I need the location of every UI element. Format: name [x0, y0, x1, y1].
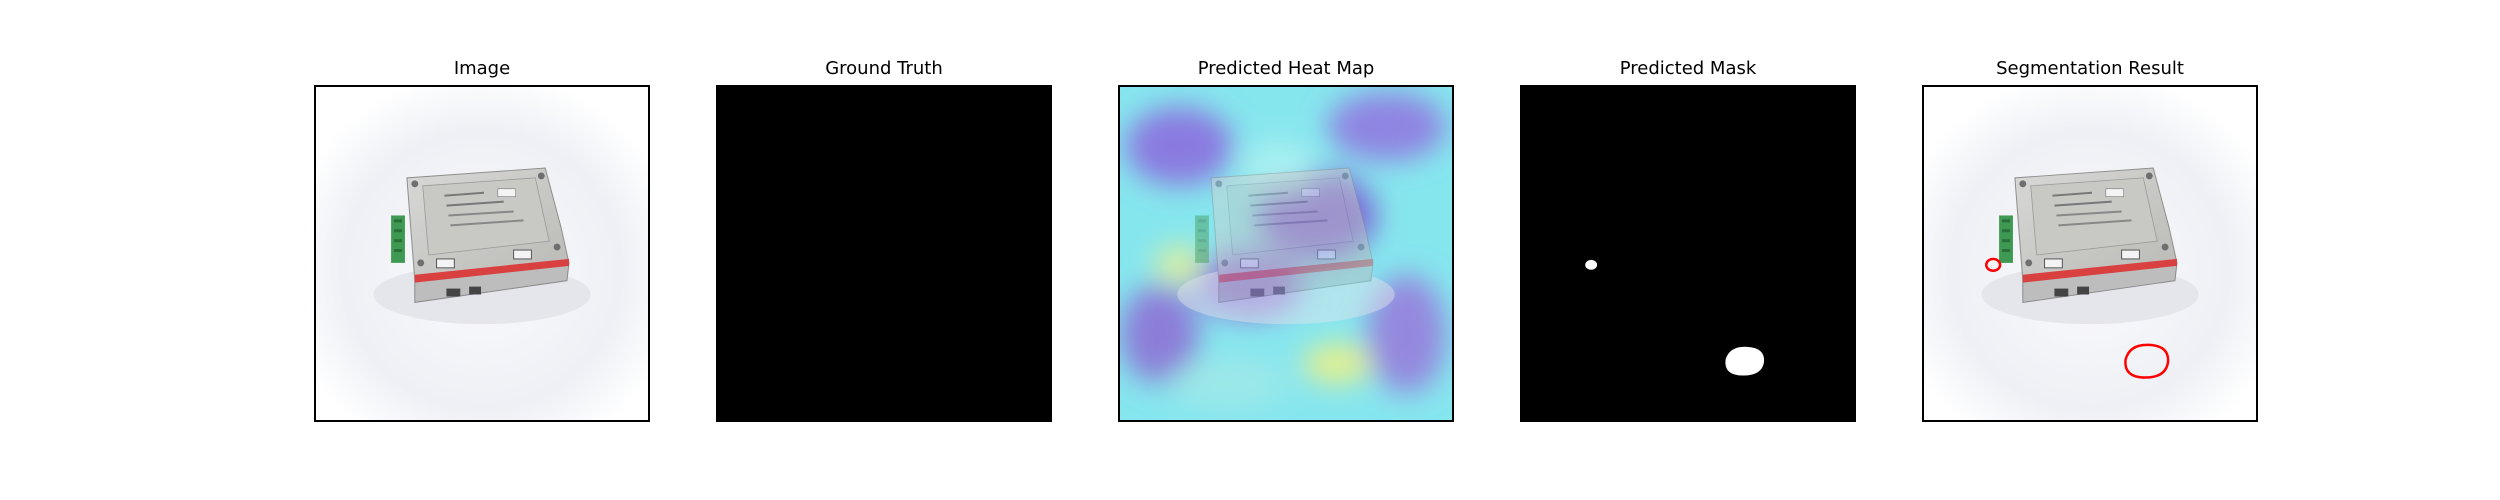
panel-predicted-mask	[1520, 85, 1856, 422]
segmentation-result	[1924, 87, 2256, 420]
panel-title-image: Image	[453, 58, 511, 79]
panel-title-ground-truth: Ground Truth	[825, 58, 943, 79]
image-photo	[316, 87, 648, 420]
panel-heat-map	[1118, 85, 1454, 422]
heat-map-overlay	[1120, 87, 1452, 420]
ground-truth-mask	[718, 87, 1050, 420]
panel-ground-truth	[716, 85, 1052, 422]
predicted-mask	[1522, 87, 1854, 420]
panel-title-heat-map: Predicted Heat Map	[1197, 58, 1375, 79]
panel-segmentation-result	[1922, 85, 2258, 422]
panel-image	[314, 85, 650, 422]
panel-title-predicted-mask: Predicted Mask	[1619, 58, 1757, 79]
panel-title-segmentation-result: Segmentation Result	[1996, 58, 2184, 79]
